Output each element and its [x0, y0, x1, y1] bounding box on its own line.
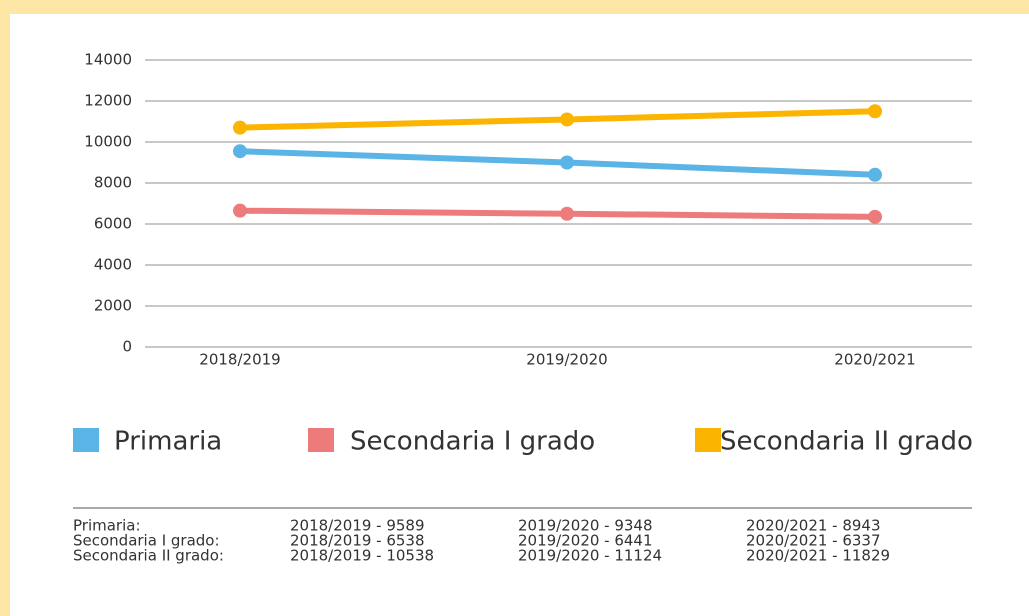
data-point [868, 209, 882, 224]
table-cell: 2020/2021 - 6337 [746, 532, 881, 550]
data-point [233, 144, 247, 159]
y-tick-label: 0 [122, 338, 132, 356]
table-cell: 2018/2019 - 10538 [290, 547, 434, 565]
legend-label: Secondaria II grado [720, 427, 973, 457]
table-cell: 2020/2021 - 11829 [746, 547, 890, 565]
table-cell: 2019/2020 - 9348 [518, 517, 653, 535]
table-cell: 2020/2021 - 8943 [746, 517, 881, 535]
data-point [868, 167, 882, 182]
y-tick-label: 14000 [84, 51, 132, 69]
y-tick-label: 2000 [94, 297, 132, 315]
table-cell: 2018/2019 - 9589 [290, 517, 425, 535]
data-point [560, 206, 574, 221]
series-line [239, 148, 876, 178]
data-point [560, 155, 574, 170]
series-line [239, 108, 876, 131]
y-tick-label: 4000 [94, 256, 132, 274]
x-tick-label: 2020/2021 [834, 351, 915, 369]
data-point [560, 112, 574, 127]
y-tick-label: 10000 [84, 133, 132, 151]
y-tick-label: 12000 [84, 92, 132, 110]
legend-swatch [308, 428, 334, 452]
x-tick-label: 2018/2019 [199, 351, 280, 369]
table-cell: Primaria: [73, 517, 141, 535]
table-cell: 2019/2020 - 11124 [518, 547, 662, 565]
table-cell: Secondaria I grado: [73, 532, 220, 550]
legend-label: Primaria [114, 427, 222, 457]
data-point [233, 120, 247, 135]
table-cell: 2019/2020 - 6441 [518, 532, 653, 550]
series-line [239, 207, 876, 220]
legend-swatch [73, 428, 99, 452]
table-cell: Secondaria II grado: [73, 547, 224, 565]
frame-left [0, 0, 10, 616]
legend-label: Secondaria I grado [350, 427, 595, 457]
data-point [868, 104, 882, 119]
legend-swatch [695, 428, 721, 452]
frame-top [0, 0, 1029, 14]
y-tick-label: 8000 [94, 174, 132, 192]
y-tick-label: 6000 [94, 215, 132, 233]
table-cell: 2018/2019 - 6538 [290, 532, 425, 550]
x-tick-label: 2019/2020 [526, 351, 607, 369]
data-point [233, 203, 247, 218]
